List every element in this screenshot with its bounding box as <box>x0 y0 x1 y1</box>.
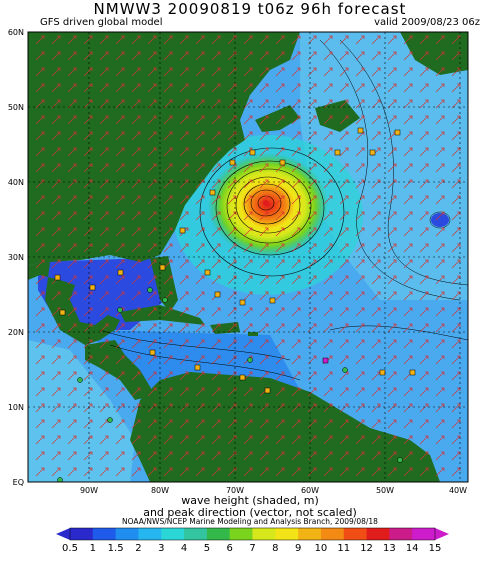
colorbar-segment <box>275 528 299 540</box>
lat-label-50n: 50N <box>8 103 24 112</box>
lat-label-10n: 10N <box>8 403 24 412</box>
graticule <box>28 32 468 482</box>
colorbar-segment <box>206 528 231 540</box>
colorbar-segment <box>70 528 94 540</box>
colorbar-segment <box>92 528 117 540</box>
colorbar-segment <box>138 528 162 540</box>
buoy-marker-magenta <box>322 357 329 364</box>
colorbar-label: 3 <box>158 543 164 554</box>
lon-label-50w: 50W <box>376 486 394 495</box>
colorbar-label: 1 <box>90 543 96 554</box>
colorbar-segment <box>229 528 253 540</box>
colorbar-label: 13 <box>383 543 396 554</box>
colorbar-segment <box>252 528 276 540</box>
map-frame <box>27 31 469 483</box>
caption-wave-height: wave height (shaded, m) <box>181 494 319 507</box>
colorbar-segment <box>389 528 413 540</box>
colorbar-frame <box>69 527 436 541</box>
lon-label-60w: 60W <box>301 486 319 495</box>
colorbar-label: 9 <box>295 543 301 554</box>
colorbar-label: 10 <box>315 543 328 554</box>
colorbar-label: 12 <box>360 543 373 554</box>
lon-label-80w: 80W <box>151 486 169 495</box>
colorbar-segment <box>161 528 185 540</box>
colorbar: 0.5 1 1.5 2 3 4 5 6 7 8 9 10 11 12 13 14 15 <box>56 527 449 554</box>
lat-label-60n: 60N <box>8 28 24 37</box>
colorbar-low-arrow <box>56 528 70 540</box>
valid-time: valid 2009/08/23 06z <box>374 17 480 28</box>
hurricane-center-marker <box>263 200 269 206</box>
colorbar-segment <box>184 528 208 540</box>
credit-line: NOAA/NWS/NCEP Marine Modeling and Analys… <box>122 517 378 526</box>
colorbar-segment <box>412 528 436 540</box>
colorbar-label: 5 <box>204 543 210 554</box>
lon-label-90w: 90W <box>80 486 98 495</box>
caption-peak-direction: and peak direction (vector, not scaled) <box>143 506 357 519</box>
colorbar-label: 2 <box>135 543 141 554</box>
model-label: GFS driven global model <box>40 17 163 28</box>
colorbar-label: 11 <box>337 543 350 554</box>
colorbar-label: 0.5 <box>62 543 78 554</box>
lat-label-eq: EQ <box>13 478 24 487</box>
colorbar-segment <box>298 528 322 540</box>
colorbar-segment <box>320 528 345 540</box>
station-markers <box>57 287 403 482</box>
lat-label-30n: 30N <box>8 253 24 262</box>
lon-label-70w: 70W <box>226 486 244 495</box>
colorbar-label: 15 <box>429 543 442 554</box>
colorbar-label: 4 <box>181 543 187 554</box>
colorbar-segment <box>115 528 139 540</box>
colorbar-label: 1.5 <box>108 543 124 554</box>
colorbar-segment <box>343 528 368 540</box>
lat-label-20n: 20N <box>8 328 24 337</box>
colorbar-label: 6 <box>227 543 233 554</box>
buoy-markers <box>54 127 416 394</box>
forecast-title: NMWW3 20090819 t06z 96h forecast <box>93 0 407 18</box>
lat-label-40n: 40N <box>8 178 24 187</box>
colorbar-label: 14 <box>406 543 419 554</box>
colorbar-segment <box>366 528 390 540</box>
colorbar-label: 7 <box>249 543 255 554</box>
colorbar-high-arrow <box>435 528 449 540</box>
colorbar-label: 8 <box>272 543 278 554</box>
lon-label-40w: 40W <box>449 486 467 495</box>
